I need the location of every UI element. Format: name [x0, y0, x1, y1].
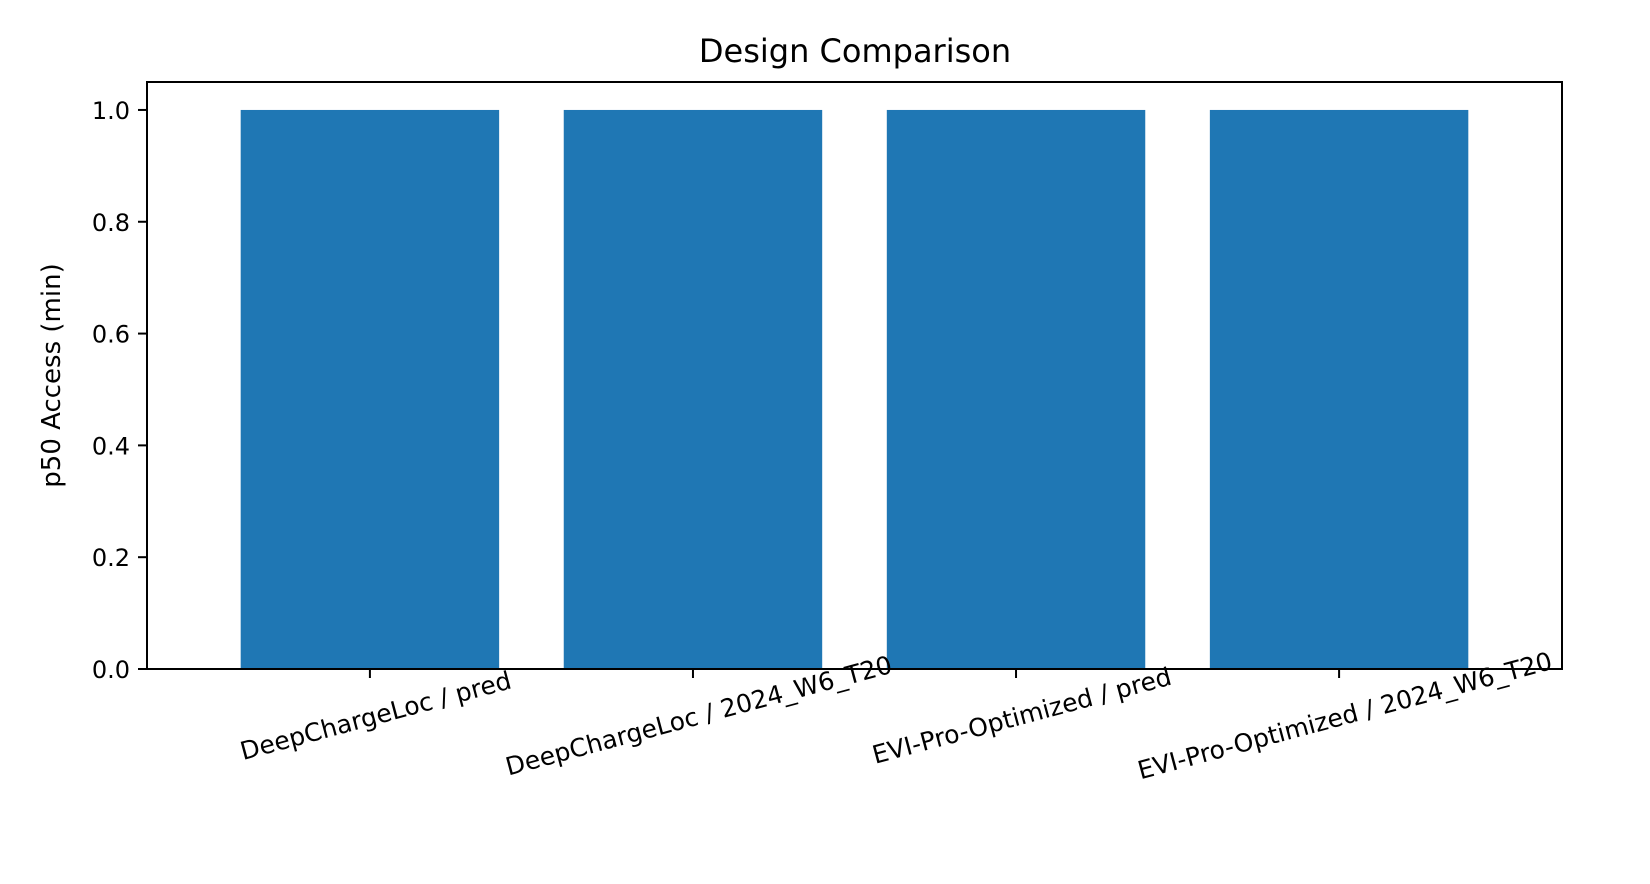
bars-layer	[240, 109, 1469, 669]
y-tick-label-2: 0.4	[92, 432, 130, 460]
y-tick-label-0: 0.0	[92, 656, 130, 684]
bar-4	[1209, 109, 1469, 669]
y-axis-label: p50 Access (min)	[37, 263, 67, 487]
bar-2	[563, 109, 823, 669]
y-axis: 0.0 0.2 0.4 0.6 0.8 1.0	[92, 97, 147, 684]
y-tick-label-4: 0.8	[92, 209, 130, 237]
y-tick-label-3: 0.6	[92, 321, 130, 349]
chart-title: Design Comparison	[699, 32, 1011, 70]
bar-1	[240, 109, 500, 669]
plot-frame	[146, 81, 1563, 670]
y-tick-label-1: 0.2	[92, 544, 130, 572]
bar-3	[886, 109, 1146, 669]
y-tick-label-5: 1.0	[92, 97, 130, 125]
